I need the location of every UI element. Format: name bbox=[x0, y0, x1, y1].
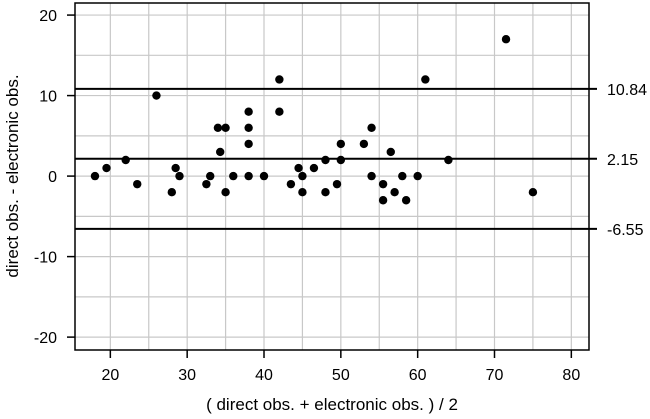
data-point bbox=[332, 179, 342, 189]
data-point bbox=[528, 187, 538, 197]
data-point bbox=[309, 163, 319, 173]
data-point bbox=[152, 91, 161, 100]
data-point bbox=[221, 123, 230, 132]
data-point bbox=[367, 171, 376, 181]
data-point bbox=[213, 123, 223, 132]
data-point bbox=[244, 139, 253, 149]
y-tick-label: 10 bbox=[39, 89, 57, 106]
x-tick-label: 40 bbox=[255, 367, 273, 384]
data-point bbox=[133, 179, 142, 189]
data-point bbox=[286, 179, 296, 189]
data-point bbox=[259, 171, 269, 181]
data-point bbox=[244, 123, 253, 132]
data-point bbox=[501, 35, 511, 44]
x-tick-label: 30 bbox=[178, 367, 196, 384]
data-points bbox=[90, 35, 538, 205]
x-axis-ticks: 20 30 40 50 60 70 80 bbox=[101, 350, 580, 384]
x-axis-title: ( direct obs. + electronic obs. ) / 2 bbox=[206, 395, 458, 414]
data-point bbox=[321, 187, 330, 197]
data-point bbox=[298, 187, 307, 197]
y-tick-label: 20 bbox=[39, 8, 57, 25]
reference-line-labels: 10.84 2.15 -6.55 bbox=[607, 82, 647, 239]
y-tick-label: -20 bbox=[34, 330, 57, 347]
data-point bbox=[294, 163, 303, 173]
data-point bbox=[398, 171, 407, 181]
data-point bbox=[336, 155, 346, 165]
data-point bbox=[275, 107, 284, 116]
data-point bbox=[386, 147, 395, 157]
x-tick-label: 80 bbox=[562, 367, 580, 384]
x-tick-label: 20 bbox=[101, 367, 119, 384]
data-point bbox=[206, 171, 215, 181]
data-point bbox=[401, 196, 411, 205]
x-tick-label: 70 bbox=[486, 367, 504, 384]
data-point bbox=[390, 187, 399, 197]
data-point bbox=[378, 196, 388, 205]
data-point bbox=[102, 163, 111, 173]
data-point bbox=[275, 75, 284, 84]
data-point bbox=[244, 107, 253, 116]
data-point bbox=[336, 139, 346, 149]
data-point bbox=[221, 187, 230, 197]
data-point bbox=[413, 171, 422, 181]
y-axis-ticks: -20 -10 0 10 20 bbox=[34, 8, 75, 347]
data-point bbox=[216, 147, 225, 157]
data-point bbox=[175, 171, 184, 181]
y-axis-title: direct obs. - electronic obs. bbox=[3, 74, 22, 277]
data-point bbox=[321, 155, 330, 165]
grid-lines bbox=[75, 3, 589, 350]
data-point bbox=[378, 179, 388, 189]
reference-line-label: 2.15 bbox=[607, 152, 638, 169]
data-point bbox=[244, 171, 253, 181]
data-point bbox=[421, 75, 430, 84]
x-tick-label: 60 bbox=[409, 367, 427, 384]
data-point bbox=[359, 139, 369, 149]
data-point bbox=[90, 171, 100, 181]
x-tick-label: 50 bbox=[332, 367, 350, 384]
data-point bbox=[167, 187, 177, 197]
data-point bbox=[121, 155, 130, 165]
y-tick-label: -10 bbox=[34, 250, 57, 267]
data-point bbox=[202, 179, 211, 189]
data-point bbox=[444, 155, 453, 165]
data-point bbox=[298, 171, 307, 181]
y-tick-label: 0 bbox=[48, 169, 57, 186]
reference-line-label: -6.55 bbox=[607, 222, 644, 239]
reference-lines bbox=[75, 87, 597, 230]
reference-line-label: 10.84 bbox=[607, 82, 647, 99]
data-point bbox=[367, 123, 376, 132]
data-point bbox=[229, 171, 238, 181]
data-point bbox=[171, 163, 180, 173]
